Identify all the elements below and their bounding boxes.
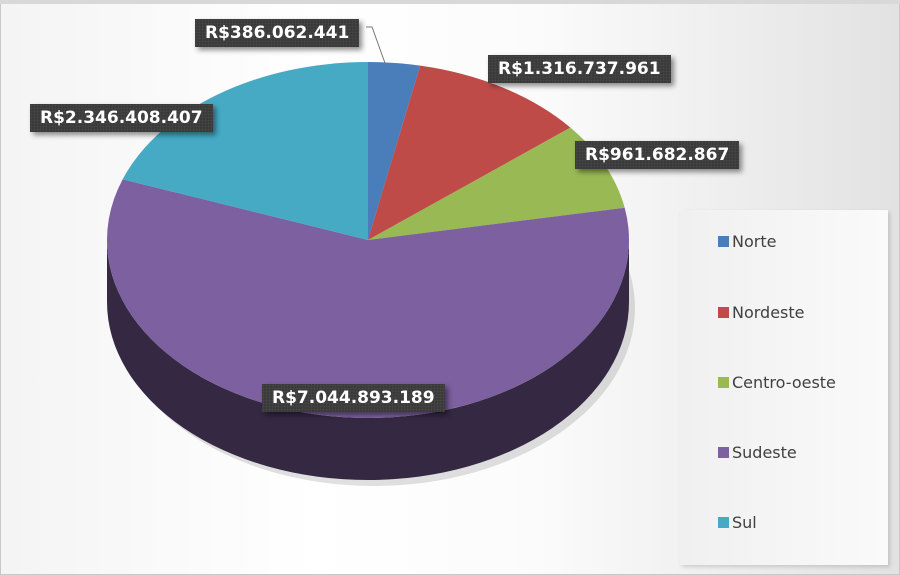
- legend-label: Centro-oeste: [732, 373, 836, 392]
- pie-slice-sul: [122, 61, 368, 240]
- data-label-nordeste: R$1.316.737.961: [488, 55, 671, 83]
- leader-line-norte: [366, 26, 386, 64]
- legend-item-centro-oeste: Centro-oeste: [718, 373, 836, 392]
- legend-label: Nordeste: [732, 303, 805, 322]
- data-label-centro-oeste: R$961.682.867: [575, 141, 740, 169]
- legend-swatch: [718, 236, 729, 247]
- data-label-norte: R$386.062.441: [195, 19, 360, 47]
- legend-label: Norte: [732, 232, 777, 251]
- pie-slice-sudeste: [107, 179, 629, 418]
- legend-swatch: [718, 517, 729, 528]
- legend-label: Sudeste: [732, 443, 797, 462]
- data-label-sul: R$2.346.408.407: [30, 104, 213, 132]
- legend-label: Sul: [732, 513, 757, 532]
- legend-item-sudeste: Sudeste: [718, 443, 797, 462]
- legend-item-nordeste: Nordeste: [718, 303, 805, 322]
- pie-side-sudeste: [107, 240, 629, 480]
- pie-slice-nordeste: [368, 65, 571, 240]
- legend-swatch: [718, 307, 729, 318]
- legend-swatch: [718, 447, 729, 458]
- legend-swatch: [718, 377, 729, 388]
- legend: Norte Nordeste Centro-oeste Sudeste Sul: [680, 210, 888, 565]
- legend-item-sul: Sul: [718, 513, 757, 532]
- legend-item-norte: Norte: [718, 232, 776, 251]
- data-label-sudeste: R$7.044.893.189: [262, 384, 445, 412]
- pie-slice-centro-oeste: [368, 127, 625, 240]
- pie-slice-norte: [368, 62, 421, 240]
- top-border: [0, 0, 900, 4]
